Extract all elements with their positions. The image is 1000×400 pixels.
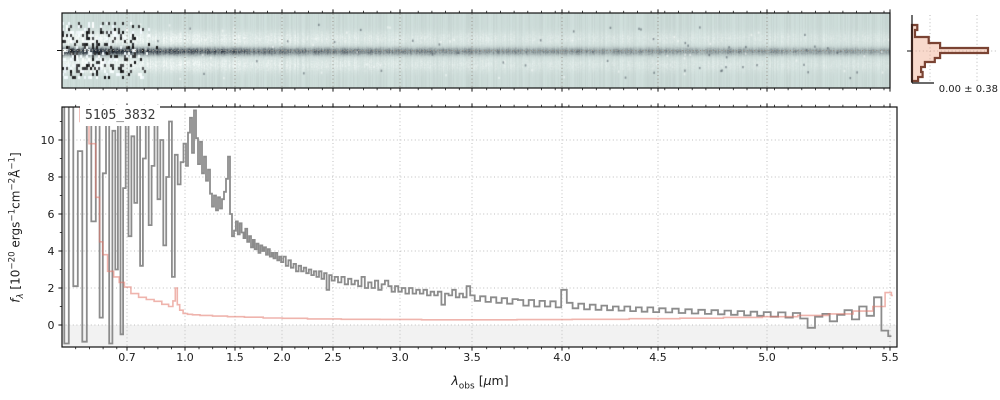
x-tick-label: 3.0	[391, 351, 409, 364]
x-tick-label: 3.5	[463, 351, 481, 364]
x-tick-label: 5.0	[758, 351, 776, 364]
spectrum-2d-image	[62, 13, 890, 88]
x-tick-label: 4.5	[649, 351, 667, 364]
axis-label-part: obs	[458, 381, 475, 392]
x-tick-label: 0.7	[118, 351, 136, 364]
x-tick-label: 1.5	[226, 351, 244, 364]
x-tick-label: 1.0	[176, 351, 194, 364]
x-tick-label: 2.5	[324, 351, 342, 364]
axis-label-part: Å	[8, 169, 23, 178]
source-id-label: 5105_3832	[80, 105, 161, 126]
axis-label-part: [10	[8, 269, 23, 294]
axis-label-part: m]	[491, 373, 509, 388]
x-tick-label: 5.5	[881, 351, 899, 364]
y-tick-label: 8	[48, 171, 55, 184]
axis-label-part: −20	[7, 251, 18, 270]
y-tick-label: 6	[48, 208, 55, 221]
axis-label-part: f	[8, 298, 23, 303]
y-tick-label: 4	[48, 245, 55, 258]
axis-label-part: cm	[8, 190, 23, 209]
axis-label-part: [	[474, 373, 484, 388]
y-tick-label: 2	[48, 282, 55, 295]
histogram-stats-label: 0.00 ± 0.38	[938, 84, 998, 95]
axis-label-part: ]	[8, 152, 23, 157]
x-tick-label: 4.0	[553, 351, 571, 364]
below-zero-shading	[62, 325, 897, 347]
axis-label-part: −1	[7, 208, 18, 222]
axis-label-part: ergs	[8, 221, 23, 252]
axis-label-part: μ	[483, 373, 492, 388]
axis-label-part: λ	[451, 373, 459, 388]
axis-label-part: −1	[7, 156, 18, 170]
y-tick-label: 10	[41, 134, 55, 147]
x-axis-label: λobs [μm]	[330, 373, 630, 392]
pixel-histogram	[907, 15, 997, 84]
y-axis-label: fλ [10−20 ergs−1cm−2Å−1]	[7, 78, 26, 378]
flux-spectrum-line	[62, 107, 892, 345]
y-tick-label: 0	[48, 319, 55, 332]
x-tick-label: 2.0	[273, 351, 291, 364]
axis-label-part: −2	[7, 177, 18, 191]
spectrum-1d-plot	[62, 107, 897, 347]
histogram-step	[910, 23, 990, 83]
axis-label-part: λ	[15, 293, 26, 299]
